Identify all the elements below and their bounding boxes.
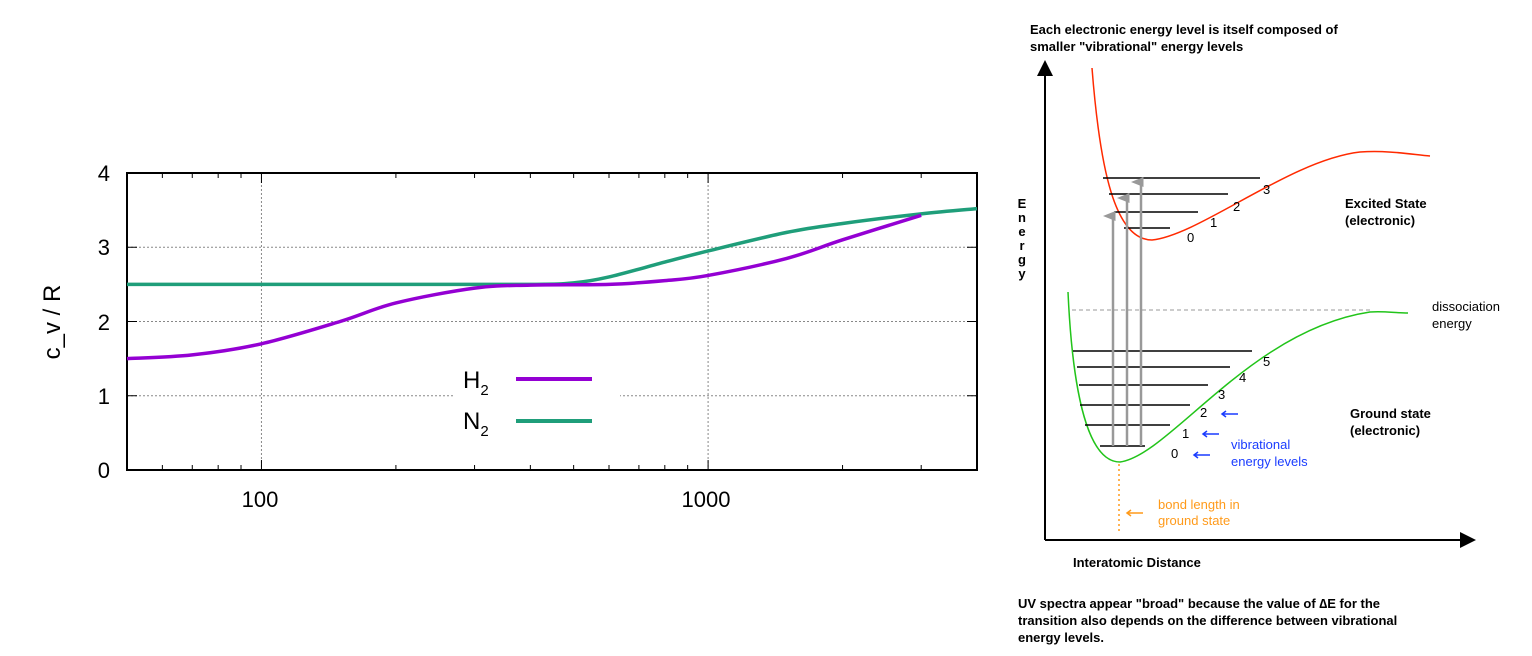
svg-text:3: 3 [1218,387,1225,402]
series-lines [126,206,978,361]
svg-text:(electronic): (electronic) [1345,213,1415,228]
svg-text:y: y [1018,266,1026,281]
svg-text:5: 5 [1263,354,1270,369]
excited-state-label: Excited State (electronic) [1345,196,1427,228]
svg-text:n: n [1018,210,1026,225]
svg-text:2: 2 [1200,405,1207,420]
y-tick-label: 2 [98,310,110,335]
x-tick-label: 1000 [682,487,731,512]
diagram-title: smaller "vibrational" energy levels [1030,39,1243,54]
svg-text:energy levels.: energy levels. [1018,630,1104,645]
energy-axis-label: E n e r g y [1018,196,1027,281]
svg-text:e: e [1018,224,1025,239]
series-line-h2 [126,213,922,361]
svg-text:dissociation: dissociation [1432,299,1500,314]
x-tick-label: 100 [242,487,279,512]
excited-levels [1103,177,1260,229]
svg-text:E: E [1018,196,1027,211]
ground-state-label: Ground state (electronic) [1350,406,1431,438]
svg-text:0: 0 [1171,446,1178,461]
y-tick-label: 0 [98,458,110,483]
y-tick-label: 3 [98,235,110,260]
svg-text:UV spectra appear "broad" beca: UV spectra appear "broad" because the va… [1018,596,1380,611]
excited-state-curve [1091,67,1431,241]
svg-text:energy levels: energy levels [1231,454,1308,469]
svg-text:vibrational: vibrational [1231,437,1290,452]
svg-text:3: 3 [1263,182,1270,197]
legend-label-h2: H2 [463,367,489,399]
vibrational-arrow-icons [1192,410,1238,459]
svg-text:Ground state: Ground state [1350,406,1431,421]
ground-levels [1073,350,1252,447]
legend: H2 N2 [455,365,620,440]
transition-arrows [1103,177,1144,446]
svg-text:0: 0 [1187,230,1194,245]
dissociation-label: dissociation energy [1432,299,1500,331]
svg-text:bond length in: bond length in [1158,497,1240,512]
bond-length-note: bond length in ground state [1158,497,1240,528]
y-tick-label: 1 [98,384,110,409]
diagram-caption: UV spectra appear "broad" because the va… [1018,596,1397,645]
axis-ticks [126,172,978,471]
heat-capacity-chart: 0 1 2 3 4 100 1000 c_v / R H2 N2 [39,161,978,512]
diagram-title: Each electronic energy level is itself c… [1030,22,1338,37]
svg-text:energy: energy [1432,316,1472,331]
svg-text:ground state: ground state [1158,513,1230,528]
svg-text:transition also depends on the: transition also depends on the differenc… [1018,613,1397,628]
svg-text:1: 1 [1210,215,1217,230]
y-tick-labels: 0 1 2 3 4 [98,161,110,483]
distance-axis-label: Interatomic Distance [1073,555,1201,570]
svg-text:1: 1 [1182,426,1189,441]
bond-length-arrow-icon [1125,509,1143,517]
ground-state-curve [1067,291,1409,463]
svg-text:g: g [1018,252,1026,267]
svg-text:r: r [1019,238,1024,253]
vibrational-note: vibrational energy levels [1231,437,1308,469]
excited-level-labels: 0 1 2 3 [1187,182,1270,245]
svg-text:(electronic): (electronic) [1350,423,1420,438]
svg-text:4: 4 [1239,370,1246,385]
x-tick-labels: 100 1000 [242,487,731,512]
series-line-n2 [127,206,978,287]
legend-label-n2: N2 [463,408,489,440]
svg-text:Excited State: Excited State [1345,196,1427,211]
y-tick-label: 4 [98,161,110,186]
svg-text:2: 2 [1233,199,1240,214]
y-axis-label: c_v / R [39,285,66,360]
ground-level-labels: 0 1 2 3 4 5 [1171,354,1270,461]
